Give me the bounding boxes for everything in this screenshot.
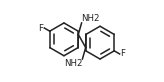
- Text: NH2: NH2: [82, 14, 100, 23]
- Text: F: F: [39, 24, 43, 33]
- Text: F: F: [121, 49, 125, 58]
- Text: NH2: NH2: [64, 59, 82, 68]
